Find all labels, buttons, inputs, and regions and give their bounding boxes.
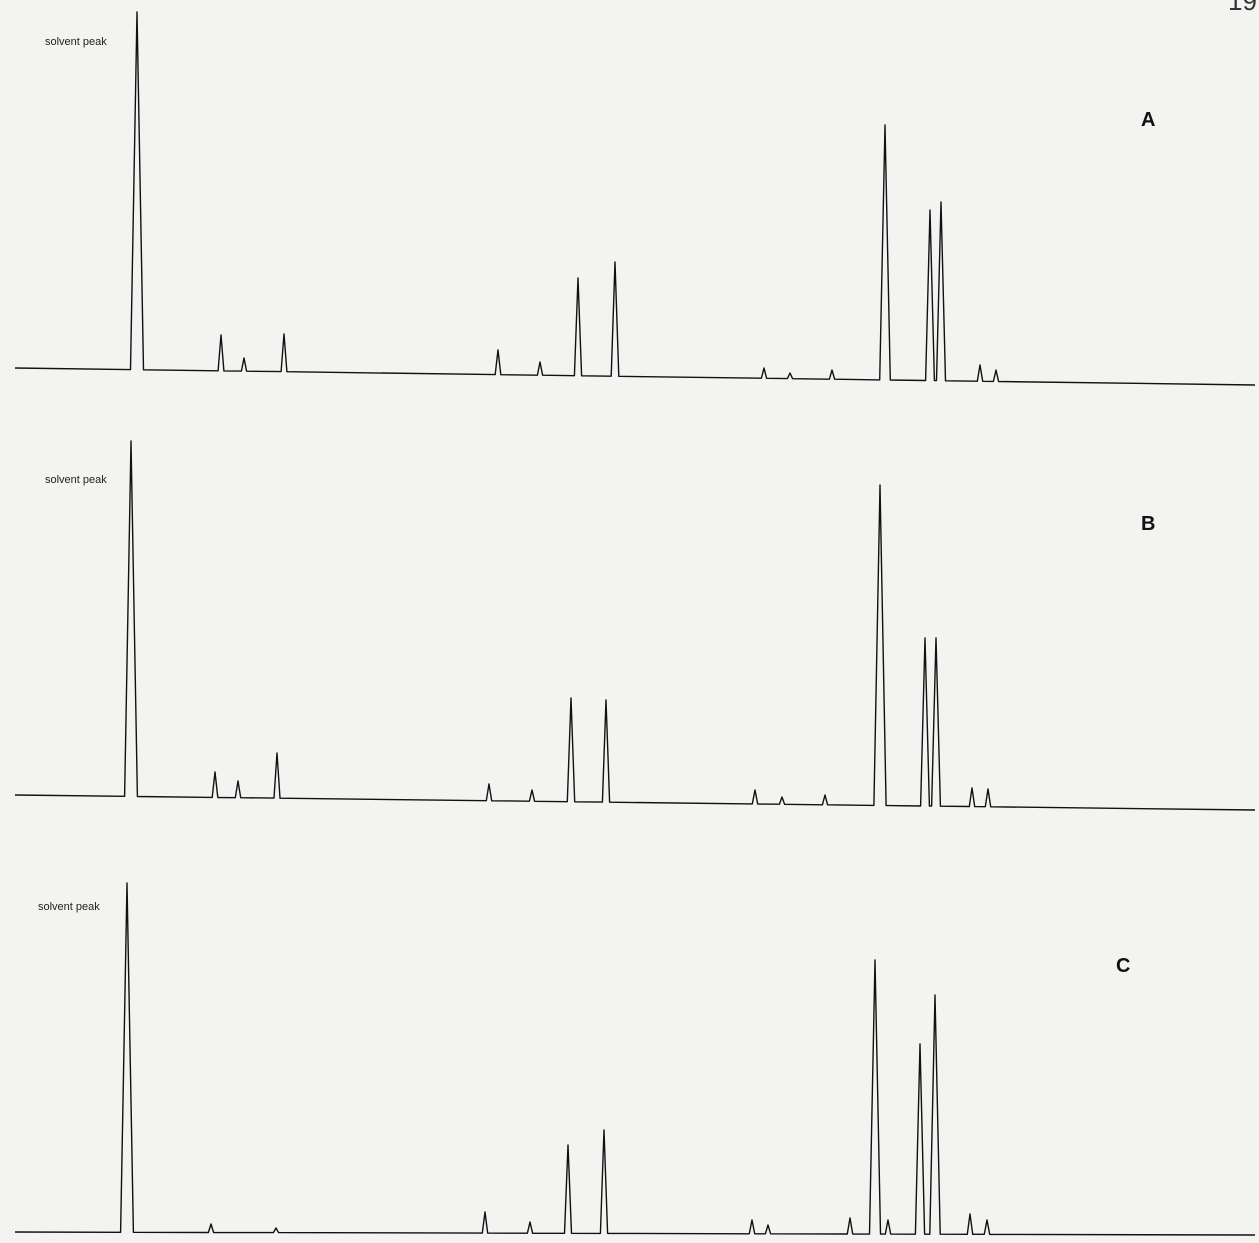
chromatogram-trace xyxy=(15,883,1255,1235)
page-number: 19 xyxy=(1228,0,1257,16)
panel-label: A xyxy=(1141,109,1155,131)
chromatogram-trace xyxy=(15,441,1255,810)
panel-label: B xyxy=(1141,513,1155,535)
chromatogram-trace xyxy=(15,12,1255,385)
annotation: solvent peak xyxy=(45,36,107,48)
annotation: solvent peak xyxy=(45,474,107,486)
figure: 19 solvent peak A solvent peak B solvent… xyxy=(0,0,1259,1243)
page: 19 solvent peak A solvent peak B solvent… xyxy=(0,0,1259,1243)
panel-label: C xyxy=(1116,955,1130,977)
annotation: solvent peak xyxy=(38,901,100,913)
